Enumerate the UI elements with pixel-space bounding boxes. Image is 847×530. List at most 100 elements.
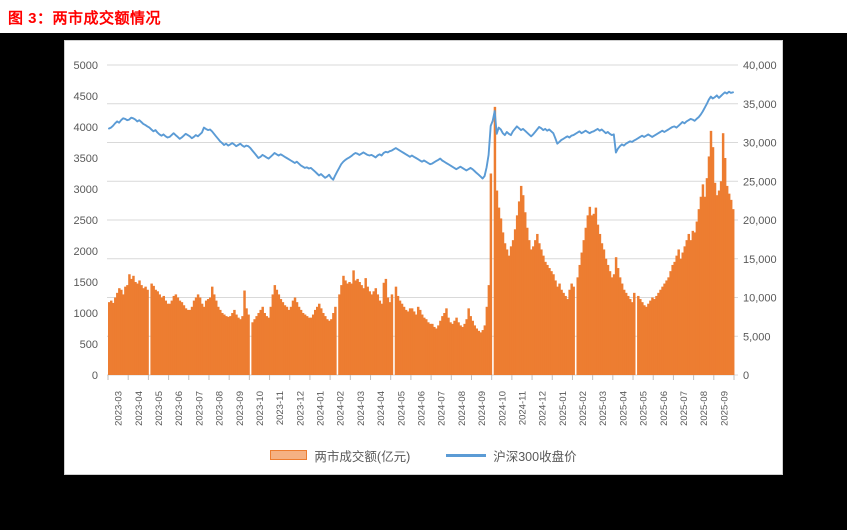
volume-bar (253, 319, 256, 375)
volume-bar (279, 299, 283, 375)
volume-bar (243, 290, 246, 375)
volume-bar (285, 306, 289, 375)
x-axis-label: 2025-05 (639, 391, 650, 426)
volume-bar (291, 300, 295, 375)
volume-bar (338, 294, 341, 375)
volume-bar (580, 252, 583, 375)
x-axis-label: 2024-12 (538, 391, 549, 426)
volume-bar (348, 282, 351, 375)
volume-bar (289, 306, 293, 375)
volume-bar (293, 297, 297, 375)
volume-bar (247, 314, 250, 375)
volume-bar (523, 212, 527, 375)
volume-bar (400, 303, 404, 375)
volume-bar (198, 297, 202, 375)
volume-bar (206, 299, 210, 375)
volume-bar (616, 268, 620, 375)
volume-bar (727, 193, 731, 375)
volume-bar (324, 316, 327, 375)
volume-bar (213, 294, 216, 375)
volume-bar (372, 291, 376, 375)
volume-bar (322, 313, 325, 375)
volume-bar (328, 320, 331, 375)
volume-bar (631, 302, 634, 375)
volume-bar (526, 227, 529, 375)
left-axis-label: 4000 (74, 122, 98, 134)
volume-bar (540, 249, 543, 375)
volume-bar (114, 297, 117, 375)
volume-bar (162, 295, 165, 375)
x-axis-label: 2025-06 (659, 391, 670, 426)
volume-bar (463, 323, 466, 375)
volume-bar (330, 319, 333, 375)
volume-bar (259, 309, 262, 375)
volume-bar (628, 299, 632, 375)
chart-card: 0 500 1000 1500 2000 2500 3000 3500 4000 4500 5000… (64, 40, 783, 475)
volume-bar (416, 306, 420, 375)
volume-bar (719, 181, 723, 375)
volume-bar (626, 295, 630, 375)
volume-bar (160, 297, 163, 375)
volume-bar (118, 288, 121, 375)
volume-bar (168, 303, 172, 375)
volume-bar (378, 300, 382, 375)
left-axis-label: 1000 (74, 308, 98, 320)
x-axis-label: 2025-09 (719, 391, 730, 426)
volume-bar (267, 317, 270, 375)
volume-bar (641, 302, 644, 375)
volume-bar (697, 209, 701, 375)
volume-bar (469, 316, 472, 375)
volume-bar (364, 278, 367, 375)
price-legend-label: 沪深300收盘价 (493, 449, 577, 464)
volume-bar (138, 280, 141, 375)
volume-bar (534, 240, 537, 375)
volume-bar (309, 317, 313, 375)
x-axis-label: 2023-08 (215, 391, 226, 426)
volume-bar (376, 294, 380, 375)
volume-bar (136, 283, 139, 375)
volume-bar (427, 322, 430, 375)
volume-bar (649, 300, 652, 375)
volume-bar (509, 246, 513, 375)
volume-bar (122, 294, 125, 375)
volume-bar (679, 258, 682, 375)
volume-bar (473, 325, 476, 375)
volume-bar (156, 291, 159, 375)
volume-bar (386, 297, 390, 375)
volume-bar (455, 317, 458, 375)
volume-bar (366, 286, 369, 375)
volume-bar (208, 297, 212, 375)
x-axis-label: 2025-07 (679, 391, 690, 426)
volume-bar (180, 302, 184, 375)
volume-bar (725, 185, 729, 375)
volume-bar (584, 227, 588, 375)
left-axis-label: 4500 (74, 91, 98, 103)
left-axis-label: 3000 (74, 184, 98, 196)
volume-bar (265, 316, 268, 375)
volume-bar (192, 300, 196, 375)
x-axis-label: 2024-03 (356, 391, 367, 426)
x-axis-label: 2025-01 (558, 391, 569, 426)
volume-bar (202, 306, 206, 375)
volume-bar (414, 314, 418, 375)
volume-bar (546, 264, 549, 375)
volume-bar (689, 240, 693, 375)
volume-bar (142, 288, 145, 375)
volume-bar (639, 299, 642, 375)
volume-bar (624, 292, 628, 375)
volume-bar (200, 303, 204, 375)
volume-bar (461, 326, 464, 375)
volume-bar (596, 224, 600, 375)
volume-bar (709, 130, 713, 375)
volume-bar (643, 305, 646, 375)
left-axis-label: 5000 (74, 60, 98, 72)
volume-bar (693, 232, 697, 375)
volume-bar (315, 306, 319, 375)
volume-bar (108, 302, 111, 375)
volume-bar (404, 309, 408, 375)
right-axis-label: 20,000 (743, 215, 777, 227)
volume-bar (182, 305, 186, 375)
volume-bar (144, 286, 147, 375)
volume-bar (398, 300, 402, 375)
volume-bar (210, 286, 214, 375)
